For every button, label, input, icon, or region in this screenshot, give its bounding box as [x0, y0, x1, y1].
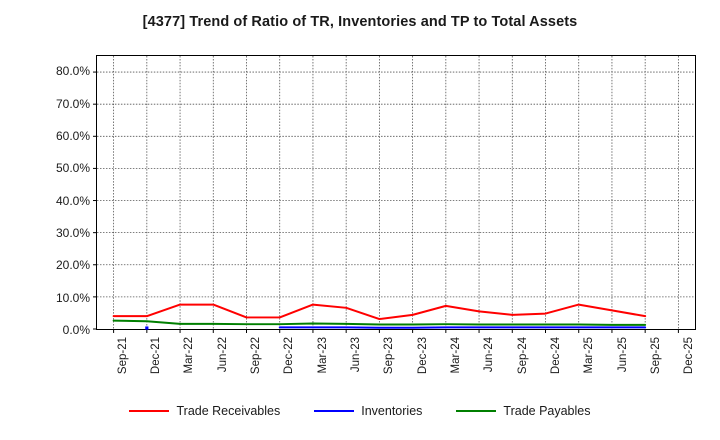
y-axis-tick-label: 10.0%	[55, 290, 90, 305]
legend-item-label: Inventories	[361, 404, 423, 418]
legend-item[interactable]: Trade Receivables	[129, 405, 280, 418]
chart-svg	[93, 56, 695, 333]
y-axis-tick-label: 60.0%	[55, 128, 90, 143]
legend-line-icon	[314, 410, 355, 413]
data-point-inventories	[145, 326, 149, 330]
y-axis: 0.0% 10.0% 20.0% 30.0% 40.0% 50.0% 60.0% 70.0% 8…	[28, 0, 90, 440]
y-axis-tick-label: 70.0%	[55, 96, 90, 111]
x-axis-tick-label: Jun-23	[350, 337, 362, 373]
x-axis-tick-label: Dec-21	[150, 337, 162, 375]
legend-item-label: Trade Receivables	[176, 404, 281, 418]
x-axis-tick-label: Mar-23	[316, 337, 329, 374]
x-axis-tick-label: Jun-24	[483, 337, 496, 373]
legend-item[interactable]: Trade Payables	[456, 404, 591, 418]
x-axis-tick-label: Sep-24	[516, 337, 529, 375]
y-axis-tick-label: 20.0%	[55, 258, 90, 273]
legend-item[interactable]: Inventories	[314, 405, 422, 418]
x-axis-tick-label: Sep-23	[383, 337, 396, 375]
legend-line-icon	[129, 410, 170, 413]
chart-legend: Trade Receivables Inventories Trade Payabl…	[0, 405, 720, 418]
x-axis-tick-label: Sep-22	[250, 337, 262, 375]
x-axis-tick-label: Jun-22	[216, 337, 229, 373]
x-axis-tick-label: Sep-21	[116, 337, 129, 375]
x-axis-tick-label: Dec-23	[416, 337, 429, 375]
x-axis-tick-label: Dec-24	[550, 337, 562, 375]
x-axis: Sep-21 Dec-21 Mar-22 Jun-22 Sep-22 Dec-22 Mar-…	[96, 331, 696, 401]
y-axis-tick-label: 30.0%	[55, 225, 90, 240]
y-axis-tick-label: 80.0%	[55, 64, 90, 79]
x-axis-tick-label: Dec-25	[683, 337, 696, 375]
legend-line-icon	[456, 410, 497, 413]
y-axis-tick-label: 50.0%	[55, 161, 90, 176]
x-axis-tick-label: Dec-22	[283, 337, 296, 375]
x-axis-tick-label: Sep-25	[650, 337, 662, 375]
chart-title: [4377] Trend of Ratio of TR, Inventories…	[142, 14, 578, 30]
data-line-trade-payables	[112, 319, 647, 326]
legend-item-label: Trade Payables	[503, 404, 591, 418]
y-axis-tick-label: 0.0%	[62, 323, 90, 337]
y-axis-tick-label: 40.0%	[55, 193, 90, 208]
x-axis-tick-label: Mar-25	[583, 337, 596, 374]
x-axis-tick-label: Mar-24	[450, 337, 462, 374]
x-axis-tick-label: Jun-25	[616, 337, 629, 373]
data-line-trade-receivables	[112, 303, 647, 321]
x-axis-tick-label: Mar-22	[183, 337, 196, 374]
plot-area	[93, 55, 696, 333]
